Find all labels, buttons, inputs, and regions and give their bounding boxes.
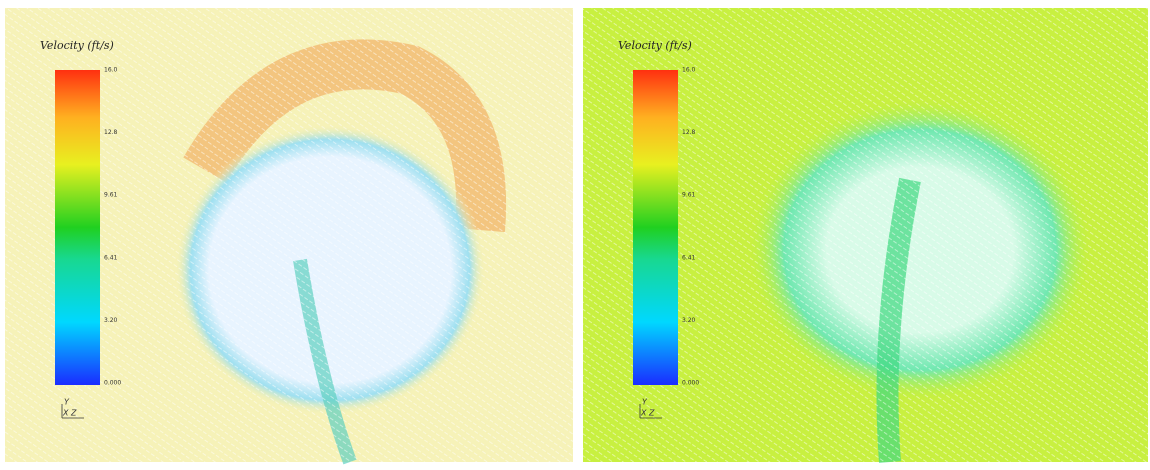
colorbar bbox=[633, 70, 678, 385]
colorbar-title: Velocity (ft/s) bbox=[40, 39, 114, 52]
colorbar bbox=[55, 70, 100, 385]
colorbar-label: 6.41 bbox=[104, 254, 118, 261]
colorbar-label: 16.0 bbox=[682, 67, 696, 74]
colorbar-label: 0.000 bbox=[104, 380, 121, 387]
colorbar-label: 0.000 bbox=[682, 380, 699, 387]
colorbar-label: 6.41 bbox=[682, 254, 696, 261]
colorbar-title: Velocity (ft/s) bbox=[618, 39, 692, 52]
axis-right-label: X Z bbox=[62, 409, 77, 418]
page: Velocity (ft/s) 16.0 12.8 9.61 6.41 3.20 0.000… bbox=[0, 0, 1150, 466]
colorbar-label: 12.8 bbox=[682, 129, 696, 136]
colorbar-label: 3.20 bbox=[104, 317, 118, 324]
colorbar-label: 9.61 bbox=[104, 192, 118, 199]
colorbar-label: 3.20 bbox=[682, 317, 696, 324]
colorbar-label: 9.61 bbox=[682, 192, 696, 199]
figure: Velocity (ft/s) 16.0 12.8 9.61 6.41 3.20 0.000… bbox=[0, 0, 1150, 466]
axis-right-label: X Z bbox=[640, 409, 655, 418]
colorbar-label: 16.0 bbox=[104, 67, 118, 74]
colorbar-label: 12.8 bbox=[104, 129, 118, 136]
